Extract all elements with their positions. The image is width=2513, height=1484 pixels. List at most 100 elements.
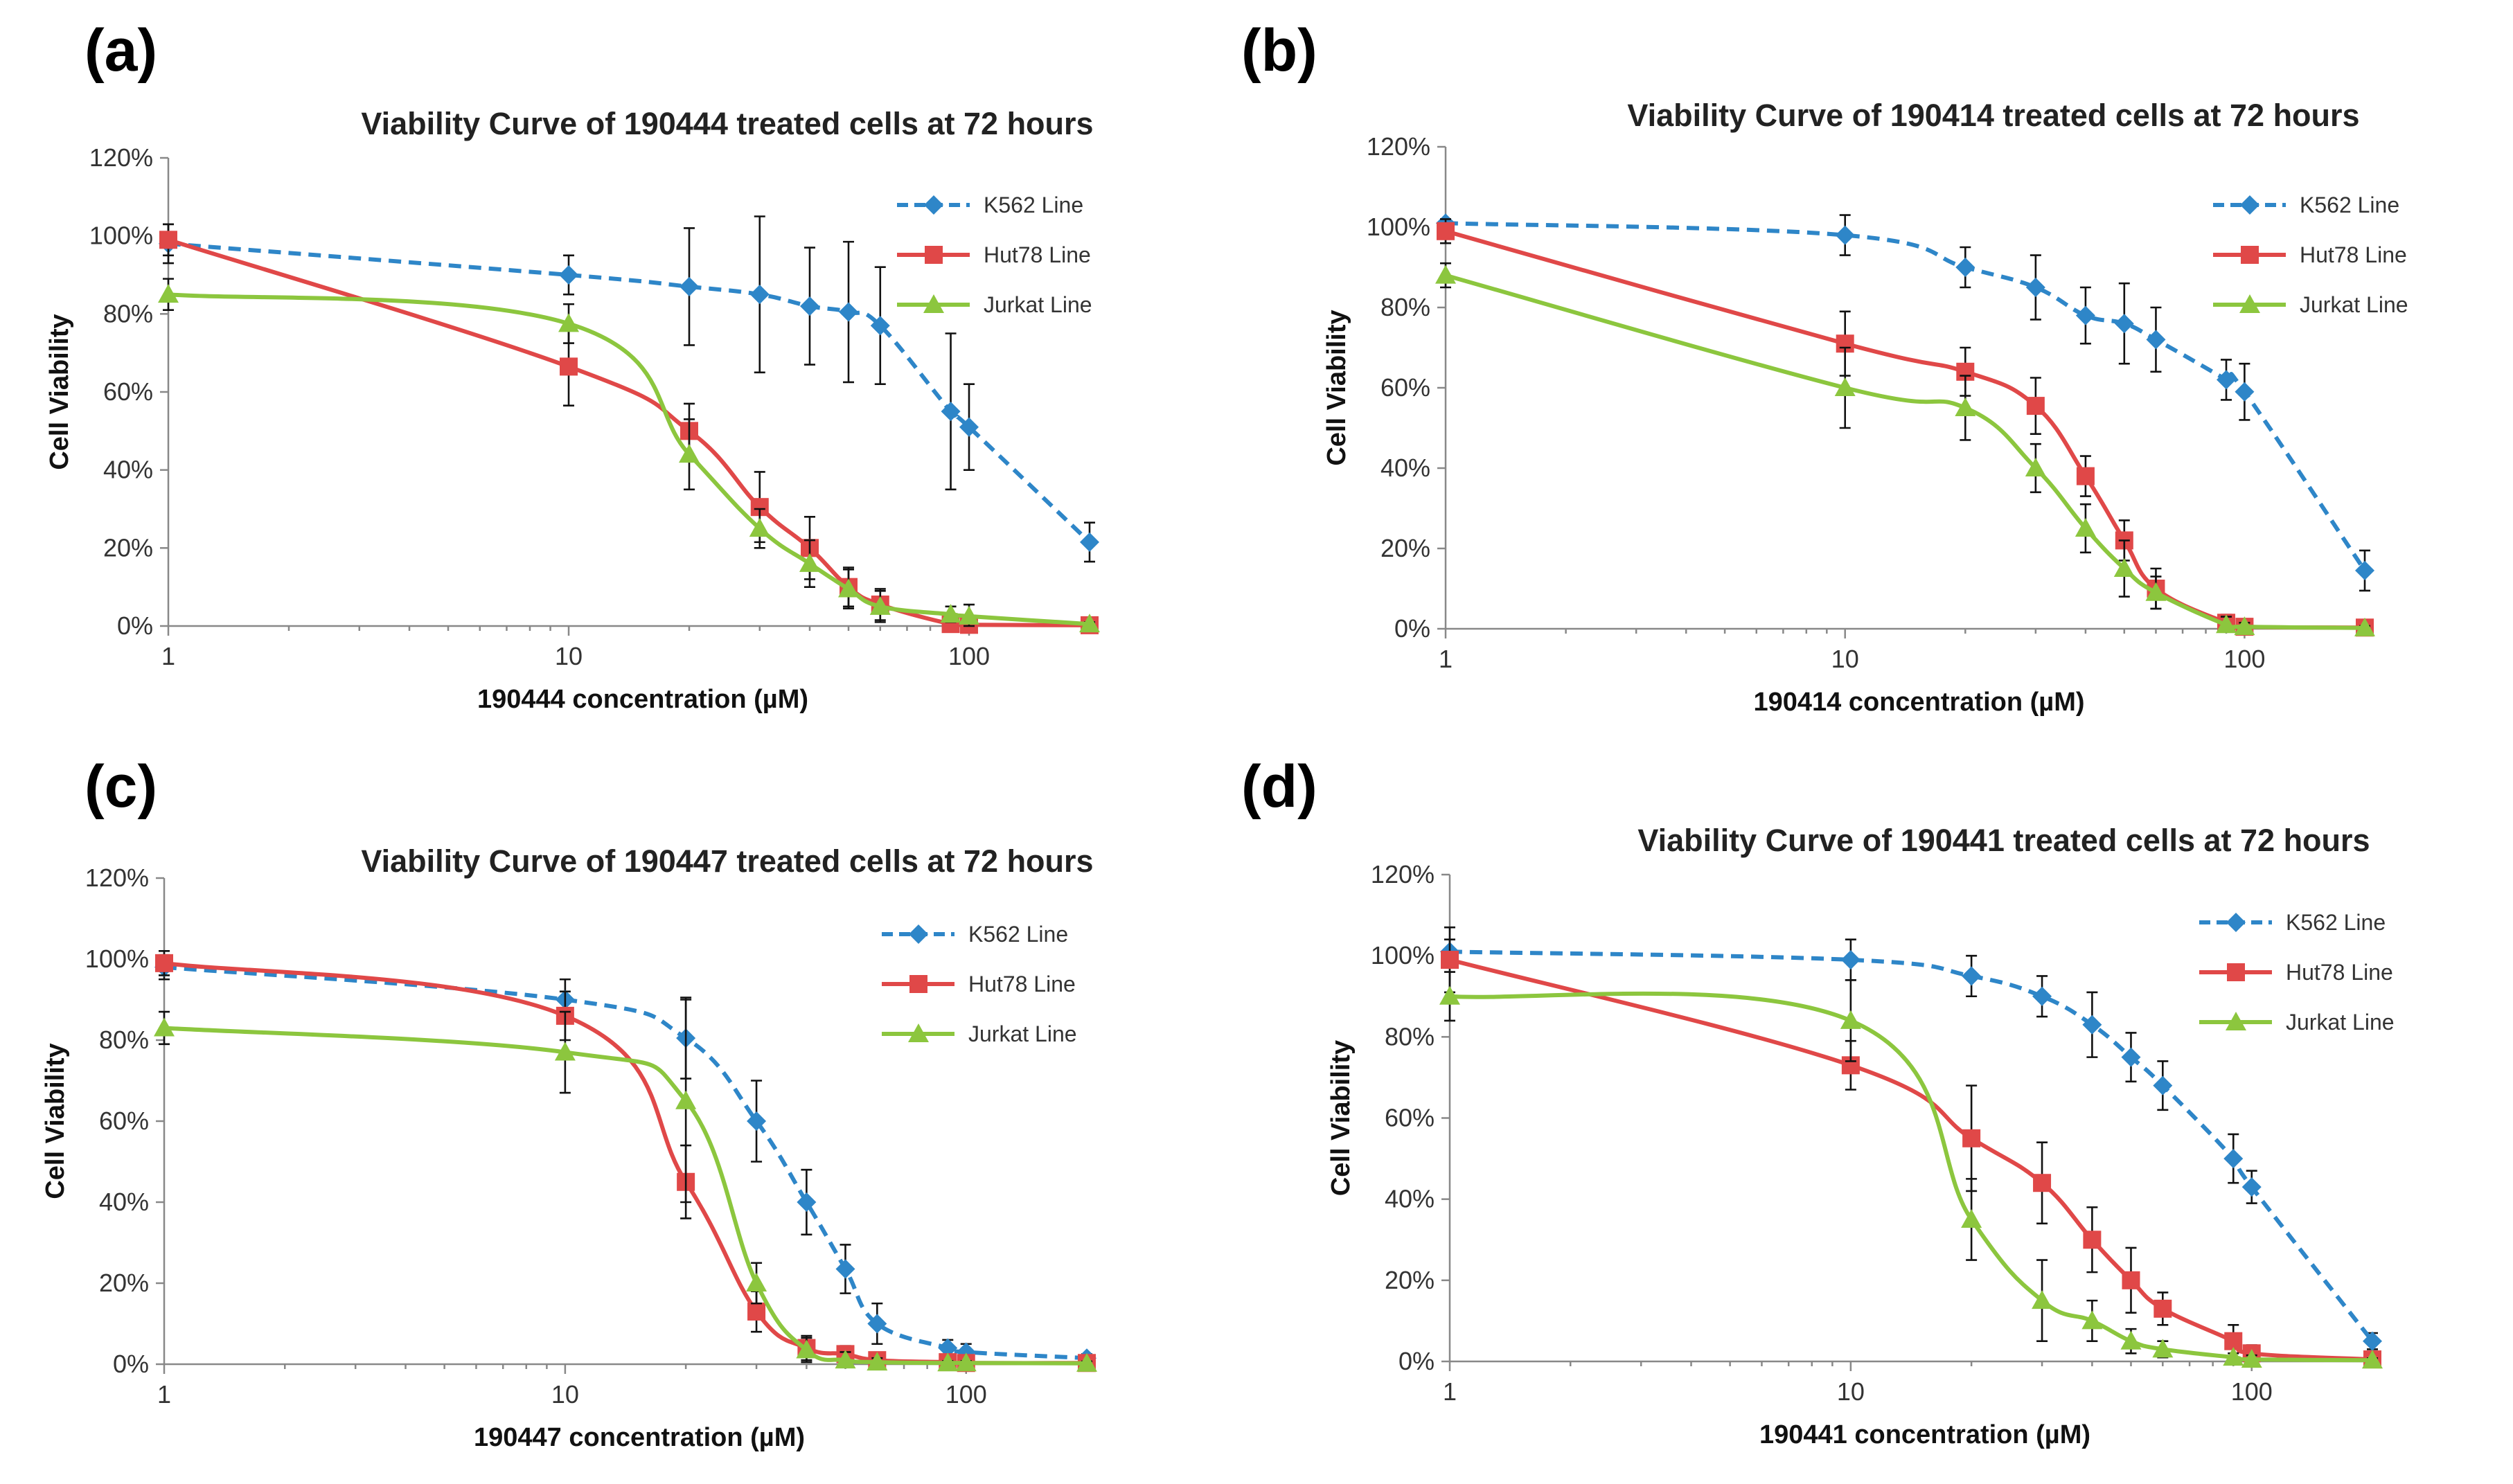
legend-label: Hut78 Line (2286, 960, 2393, 985)
y-tick-label: 100% (1371, 941, 1435, 969)
data-point (959, 417, 979, 437)
data-point (2145, 582, 2167, 601)
data-point (1840, 1010, 1861, 1029)
y-tick-label: 80% (99, 1026, 149, 1054)
data-point (2083, 1231, 2102, 1249)
legend-marker (909, 924, 928, 944)
legend-marker (2226, 1012, 2246, 1030)
y-tick-label: 100% (1367, 213, 1430, 241)
x-tick-label: 10 (555, 642, 583, 670)
y-tick-label: 60% (1385, 1104, 1435, 1132)
data-point (2235, 382, 2255, 402)
x-axis-label: 190447 concentration (µM) (474, 1423, 805, 1452)
data-point (558, 313, 580, 332)
data-point (2122, 1271, 2140, 1289)
data-point (2217, 370, 2237, 390)
series-line (163, 960, 1087, 1366)
series-line (1445, 229, 2365, 630)
data-point (839, 302, 859, 322)
y-tick-label: 20% (1385, 1266, 1435, 1294)
data-point (2120, 1330, 2142, 1350)
data-point (155, 954, 173, 972)
data-point (2033, 1174, 2052, 1192)
y-tick-label: 120% (1367, 132, 1430, 161)
data-point (554, 1042, 576, 1061)
data-point (2152, 1339, 2174, 1358)
data-point (746, 1273, 767, 1291)
y-tick-label: 120% (85, 864, 149, 892)
data-point (1080, 532, 1099, 552)
series-line (163, 1026, 1087, 1366)
y-tick-label: 40% (103, 456, 153, 484)
legend-label: Hut78 Line (984, 242, 1091, 267)
chart-title: Viability Curve of 190444 treated cells … (361, 106, 1093, 141)
y-tick-label: 80% (1380, 293, 1430, 321)
legend-entry: K562 Line (2213, 193, 2399, 217)
series-jurkat-line (1439, 971, 2383, 1369)
legend-label: Jurkat Line (968, 1021, 1077, 1046)
legend-entry: Jurkat Line (882, 1021, 1077, 1046)
legend-label: K562 Line (2286, 910, 2386, 935)
y-tick-label: 20% (103, 533, 153, 562)
data-point (867, 1352, 888, 1371)
x-tick-label: 10 (1837, 1377, 1865, 1406)
data-point (2223, 1149, 2244, 1169)
panel-label: (b) (1241, 17, 1317, 84)
legend-marker (2241, 246, 2259, 264)
data-point (1835, 225, 1855, 245)
data-point (159, 231, 177, 249)
data-point (2241, 1177, 2262, 1197)
data-point (154, 1017, 175, 1037)
data-point (747, 1302, 766, 1321)
legend-entry: K562 Line (882, 922, 1068, 947)
panel-a: (a) Viability Curve of 190444 treated cel… (45, 17, 1100, 714)
panel-b: (b) Viability Curve of 190414 treated cel… (1241, 17, 2408, 717)
legend-label: Jurkat Line (2300, 292, 2408, 317)
y-tick-label: 0% (1398, 1347, 1435, 1375)
data-point (2355, 560, 2374, 580)
legend-entry: Hut78 Line (897, 242, 1091, 267)
data-point (2216, 614, 2237, 634)
data-point (2121, 1047, 2141, 1067)
data-point (678, 444, 700, 463)
data-point (2154, 1299, 2172, 1318)
data-point (2146, 330, 2166, 350)
series-k562-line (154, 954, 1096, 1368)
data-point (1076, 1352, 1097, 1372)
y-tick-label: 40% (1380, 454, 1430, 482)
data-point (2082, 1014, 2102, 1035)
legend-label: K562 Line (2300, 193, 2399, 217)
data-point (955, 1352, 977, 1372)
data-point (1435, 265, 1456, 284)
legend-label: K562 Line (984, 193, 1083, 217)
data-point (2234, 616, 2255, 636)
y-tick-label: 100% (89, 222, 153, 250)
data-point (867, 1314, 887, 1334)
y-tick-label: 100% (85, 945, 149, 973)
legend-entry: Hut78 Line (2199, 960, 2393, 985)
panel-c: (c) Viability Curve of 190447 treated cel… (41, 753, 1097, 1452)
data-point (1955, 258, 1975, 277)
data-point (2362, 1350, 2383, 1369)
data-point (747, 1111, 767, 1131)
x-tick-label: 100 (945, 1380, 987, 1409)
data-point (749, 285, 770, 305)
data-point (2223, 1347, 2244, 1366)
series-line (1445, 221, 2367, 572)
data-point (2153, 1075, 2173, 1096)
x-axis-label: 190414 concentration (µM) (1753, 688, 2084, 717)
data-point (1962, 1129, 1981, 1147)
data-point (2354, 617, 2375, 636)
legend-marker (2239, 294, 2260, 313)
chart-title: Viability Curve of 190447 treated cells … (361, 843, 1093, 879)
data-point (1834, 377, 1856, 396)
y-tick-label: 20% (1380, 534, 1430, 562)
data-point (2076, 467, 2095, 485)
legend-label: Jurkat Line (2286, 1010, 2395, 1035)
series-k562-line (1440, 938, 2382, 1351)
y-axis-label: Cell Viability (1326, 1040, 1356, 1196)
data-point (799, 296, 819, 316)
legend-label: Jurkat Line (984, 292, 1092, 317)
legend-marker (2227, 963, 2245, 981)
legend-label: K562 Line (968, 922, 1068, 947)
